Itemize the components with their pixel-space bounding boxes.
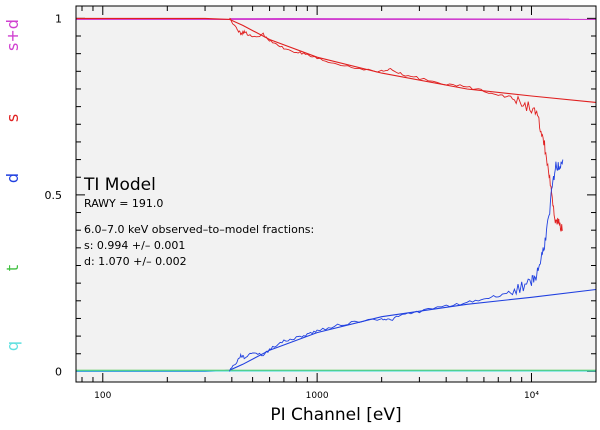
annotation: TI Model RAWY = 191.0 6.0–7.0 keV observ… [83, 175, 314, 268]
x-tick-label: 10⁴ [524, 391, 539, 401]
s-d-observed-line [229, 17, 570, 20]
tick-labels: 100 1000 10⁴ 0 0.5 1 [45, 12, 540, 401]
y-tick-label: 0.5 [45, 189, 63, 202]
axis-ticks [76, 6, 597, 382]
x-tick-label: 1000 [306, 391, 329, 401]
annotation-title: TI Model [83, 175, 156, 195]
y-label-t: t [3, 265, 22, 271]
d-observed-line [229, 159, 564, 372]
annotation-rawy: RAWY = 191.0 [84, 197, 163, 210]
y-axis-labels: s+d s d t q [3, 19, 22, 351]
x-axis-label: PI Channel [eV] [270, 405, 401, 425]
plot-area [76, 6, 596, 382]
annotation-fractions-title: 6.0–7.0 keV observed–to–model fractions: [84, 223, 314, 236]
y-label-s: s [3, 114, 22, 122]
y-label-d: d [3, 173, 22, 183]
y-tick-label: 1 [55, 12, 62, 25]
annotation-d-fraction: d: 1.070 +/– 0.002 [84, 255, 187, 268]
plot-frame [75, 5, 597, 383]
annotation-s-fraction: s: 0.994 +/– 0.001 [84, 239, 185, 252]
s-model-line [76, 17, 597, 103]
series-group [76, 17, 597, 372]
y-tick-label: 0 [55, 365, 62, 378]
y-label-splusd: s+d [3, 19, 22, 51]
x-tick-label: 100 [94, 391, 111, 401]
s-observed-line [229, 17, 563, 232]
y-label-q: q [3, 341, 22, 351]
